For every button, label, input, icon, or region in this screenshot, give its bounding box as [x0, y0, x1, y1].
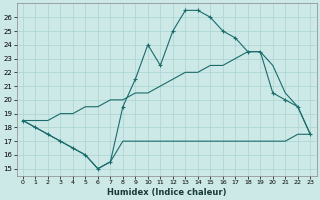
X-axis label: Humidex (Indice chaleur): Humidex (Indice chaleur): [107, 188, 226, 197]
